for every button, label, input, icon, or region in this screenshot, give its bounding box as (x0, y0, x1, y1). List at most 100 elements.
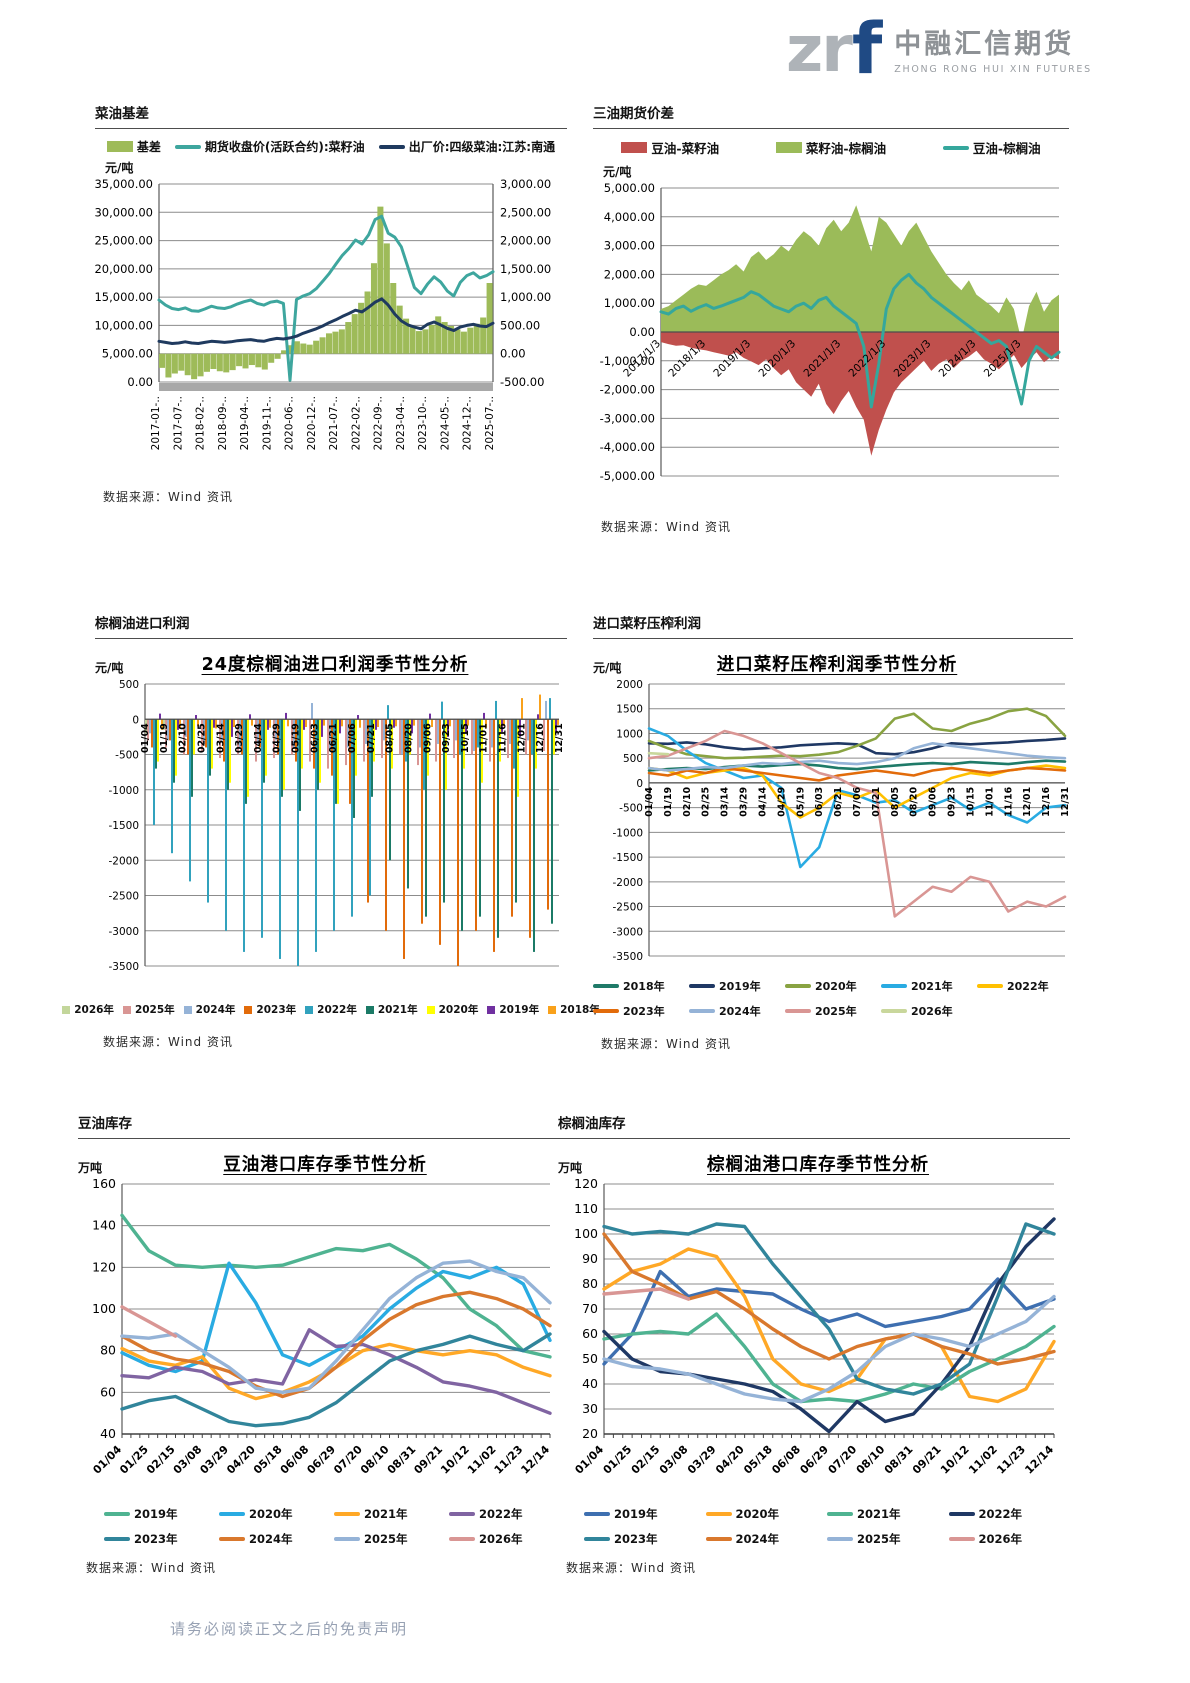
svg-text:-2000: -2000 (612, 877, 643, 889)
legend-line-swatch-icon (104, 1512, 130, 1516)
legend-item: 2024年 (219, 1531, 334, 1547)
svg-text:0.00: 0.00 (127, 375, 153, 389)
legend-label: 2022年 (978, 1507, 1023, 1521)
legend-label: 2023年 (623, 1005, 665, 1018)
svg-text:1,000.00: 1,000.00 (500, 290, 551, 304)
legend-line-swatch-icon (785, 1009, 811, 1013)
legend-item: 2023年 (584, 1531, 706, 1547)
svg-text:50: 50 (582, 1351, 598, 1366)
legend-item: 2021年 (827, 1506, 949, 1522)
svg-text:03/08: 03/08 (171, 1443, 205, 1477)
svg-text:-3000: -3000 (108, 926, 139, 938)
svg-text:-2500: -2500 (108, 891, 139, 903)
svg-text:-3500: -3500 (612, 951, 643, 963)
svg-text:03/29: 03/29 (739, 787, 750, 817)
svg-text:08/10: 08/10 (358, 1443, 392, 1477)
chart-title: 24度棕榈油进口利润季节性分析 (201, 655, 469, 675)
legend-item: 2019年 (689, 978, 785, 994)
legend-swatch-icon (775, 142, 802, 153)
svg-text:02/15: 02/15 (629, 1443, 663, 1477)
svg-text:80: 80 (582, 1276, 598, 1291)
svg-text:-500: -500 (619, 803, 643, 815)
three-oils-spread-chart: -5,000.00 -4,000.00 -3,000.00 -2,000.00 -1,0… (600, 181, 1061, 483)
svg-text:11/01: 11/01 (479, 723, 490, 753)
legend-label: 2019年 (719, 980, 761, 993)
legend-label: 期货收盘价(活跃合约):菜籽油 (204, 140, 365, 154)
legend-item: 2020年 (785, 978, 881, 994)
svg-text:-2,000.00: -2,000.00 (600, 383, 655, 397)
svg-text:06/03: 06/03 (814, 787, 825, 817)
legend-line-swatch-icon (219, 1512, 245, 1516)
svg-text:07/21: 07/21 (871, 787, 882, 817)
svg-text:12/16: 12/16 (1041, 787, 1052, 817)
legend-label: 2019年 (499, 1004, 540, 1016)
svg-text:35,000.00: 35,000.00 (95, 177, 153, 191)
section-title: 菜油基差 (95, 106, 149, 122)
legend-label: 出厂价:四级菜油:江苏:南通 (408, 140, 556, 154)
svg-text:08/20: 08/20 (403, 723, 414, 753)
legend-line-swatch-icon (449, 1537, 475, 1541)
legend-label: 2021年 (911, 980, 953, 993)
svg-text:5,000.00: 5,000.00 (102, 347, 153, 361)
legend-label: 2020年 (815, 980, 857, 993)
legend-label: 2022年 (479, 1507, 523, 1521)
legend-item: 2018年 (548, 1002, 600, 1017)
legend-label: 2019年 (614, 1507, 658, 1521)
legend-swatch-icon (365, 1005, 374, 1014)
svg-text:09/23: 09/23 (441, 723, 452, 753)
svg-text:120: 120 (574, 1176, 598, 1191)
legend-line-swatch-icon (881, 1009, 907, 1013)
legend-label: 2024年 (195, 1004, 236, 1016)
svg-text:2,500.00: 2,500.00 (500, 205, 551, 219)
legend-label: 2020年 (438, 1004, 479, 1016)
legend-line-swatch-icon (584, 1537, 610, 1541)
svg-text:06/29: 06/29 (797, 1443, 831, 1477)
legend-line-swatch-icon (378, 144, 405, 149)
svg-text:11/23: 11/23 (994, 1443, 1028, 1477)
data-source: 数据来源：Wind 资讯 (103, 1035, 233, 1049)
svg-text:11/01: 11/01 (984, 787, 995, 817)
svg-text:12/14: 12/14 (1022, 1443, 1056, 1477)
axis-unit-label: 元/吨 (95, 661, 124, 675)
legend-label: 2025年 (815, 1005, 857, 1018)
chart-title-row: 万吨 豆油港口库存季节性分析 (78, 1151, 564, 1176)
svg-text:05/18: 05/18 (741, 1443, 775, 1477)
legend-label: 2024年 (735, 1532, 780, 1546)
company-name-en: ZHONG RONG HUI XIN FUTURES (894, 64, 1092, 75)
svg-text:-5,000.00: -5,000.00 (600, 469, 655, 483)
svg-text:12/14: 12/14 (518, 1443, 552, 1477)
disclaimer-text: 请务必阅读正文之后的免责声明 (170, 1620, 409, 1638)
legend-label: 2024年 (249, 1532, 293, 1546)
legend-line-swatch-icon (881, 984, 907, 988)
legend-label: 基差 (136, 140, 161, 154)
svg-text:11/02: 11/02 (465, 1443, 499, 1477)
svg-text:2018-09-..: 2018-09-.. (217, 396, 229, 450)
panel-three-oils-spread: 三油期货价差 豆油-菜籽油 菜籽油-棕榈油 豆油-棕榈油 元/吨 -5,000.00… (593, 102, 1069, 535)
svg-text:5,000.00: 5,000.00 (604, 181, 655, 195)
logo-f-icon: f (851, 8, 883, 90)
svg-text:2024-12-..: 2024-12-.. (462, 396, 474, 450)
legend-label: 2021年 (857, 1507, 901, 1521)
chart-title: 进口菜籽压榨利润季节性分析 (716, 655, 958, 675)
svg-text:0.00: 0.00 (500, 347, 526, 361)
axis-unit-label: 万吨 (558, 1161, 583, 1175)
svg-text:12/31: 12/31 (1060, 787, 1071, 817)
legend-label: 菜籽油-棕榈油 (805, 141, 887, 156)
section-title: 三油期货价差 (593, 106, 674, 122)
svg-text:2025-07-..: 2025-07-.. (484, 396, 496, 450)
svg-text:120: 120 (92, 1259, 116, 1274)
svg-text:04/14: 04/14 (757, 787, 768, 817)
data-source: 数据来源：Wind 资讯 (103, 490, 233, 504)
legend-label: 2026年 (479, 1532, 523, 1546)
svg-text:10/12: 10/12 (938, 1443, 972, 1477)
svg-text:01/04: 01/04 (644, 787, 655, 817)
svg-text:1,000.00: 1,000.00 (604, 296, 655, 310)
svg-text:40: 40 (582, 1376, 598, 1391)
svg-text:11/02: 11/02 (966, 1443, 1000, 1477)
svg-text:4,000.00: 4,000.00 (604, 210, 655, 224)
legend-label: 2025年 (857, 1532, 901, 1546)
svg-text:2020-12-..: 2020-12-.. (306, 396, 318, 450)
legend-label: 豆油-棕榈油 (972, 141, 1041, 156)
svg-text:08/31: 08/31 (882, 1443, 916, 1477)
